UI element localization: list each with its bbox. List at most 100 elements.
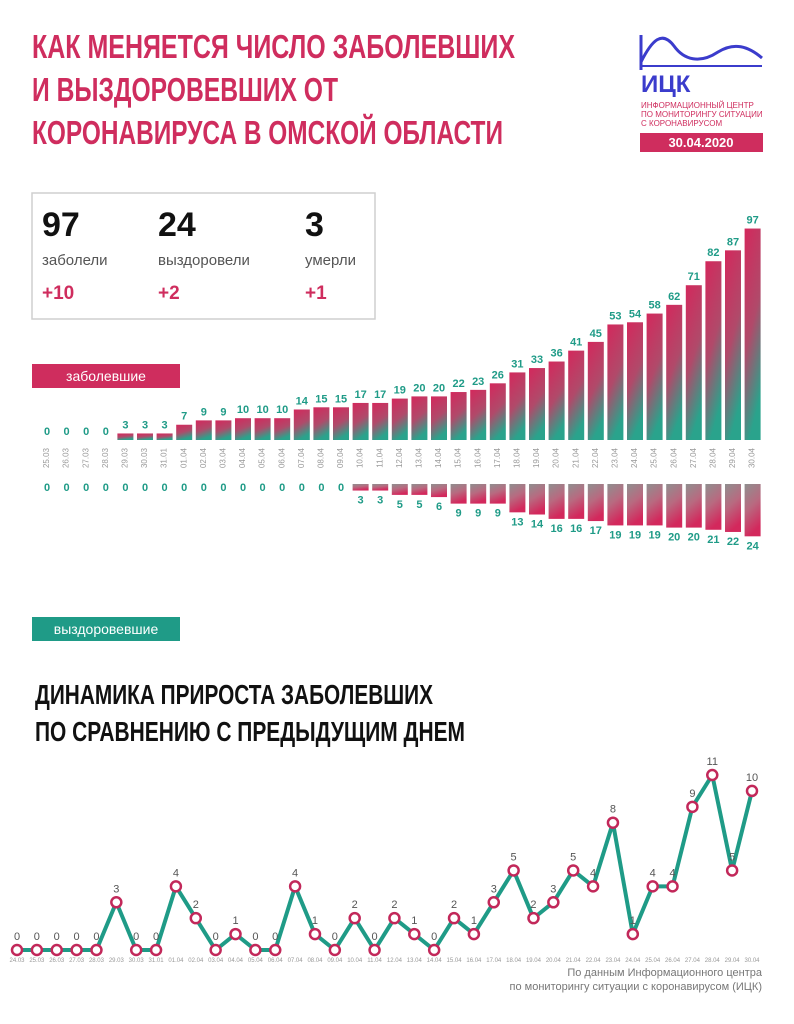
value-label: 1 <box>232 915 238 927</box>
x-tick-label: 26.03 <box>62 447 71 468</box>
bar <box>470 484 487 504</box>
x-tick-label: 31.01 <box>149 958 165 964</box>
bar <box>352 484 369 491</box>
bar <box>431 484 447 498</box>
value-label: 0 <box>213 931 219 943</box>
bar <box>548 484 565 519</box>
x-tick-label: 21.04 <box>571 447 580 468</box>
x-tick-label: 24.04 <box>630 447 639 468</box>
point <box>725 864 739 877</box>
logo-caption: ПО МОНИТОРИНГУ СИТУАЦИИ <box>641 110 763 119</box>
point <box>288 880 302 893</box>
title-line: И ВЫЗДОРОВЕВШИХ ОТ <box>32 71 338 108</box>
value-label: 11 <box>707 756 718 768</box>
value-label: 5 <box>416 499 422 511</box>
value-label: 8 <box>610 804 616 816</box>
bar <box>411 484 428 495</box>
legend-pill <box>32 364 180 388</box>
value-label: 0 <box>34 931 40 943</box>
x-tick-label: 09.04 <box>336 447 345 468</box>
value-label: 0 <box>372 931 378 943</box>
x-tick-label: 29.03 <box>121 447 130 468</box>
bar <box>391 484 408 495</box>
value-label: 22 <box>727 536 739 548</box>
point <box>646 880 659 893</box>
stat-change: +2 <box>158 283 180 304</box>
value-label: 5 <box>729 851 735 863</box>
value-label: 4 <box>292 867 298 879</box>
value-label: 5 <box>397 499 403 511</box>
x-tick-label: 26.04 <box>665 958 681 964</box>
value-label: 0 <box>64 482 70 494</box>
value-label: 10 <box>256 404 268 416</box>
value-label: 2 <box>530 899 536 911</box>
bar <box>352 402 369 440</box>
value-label: 62 <box>668 291 680 303</box>
value-label: 82 <box>707 247 719 259</box>
value-label: 0 <box>142 482 148 494</box>
point <box>686 800 699 814</box>
value-label: 36 <box>550 348 562 360</box>
value-label: 9 <box>475 508 481 520</box>
x-tick-label: 17.04 <box>493 447 502 468</box>
x-tick-label: 11.04 <box>375 448 384 468</box>
value-label: 0 <box>181 482 187 494</box>
bar <box>333 407 349 440</box>
bar <box>254 418 271 440</box>
point <box>547 896 560 909</box>
bar <box>235 418 251 440</box>
value-label: 0 <box>14 931 20 943</box>
x-tick-label: 29.04 <box>725 958 741 964</box>
x-tick-label: 15.04 <box>447 958 463 964</box>
value-label: 9 <box>220 406 226 418</box>
value-label: 4 <box>173 867 179 879</box>
value-label: 1 <box>411 915 417 927</box>
value-label: 9 <box>689 788 695 800</box>
bar <box>176 424 193 440</box>
value-label: 3 <box>377 495 383 507</box>
bar <box>489 484 506 504</box>
logo-mark <box>639 35 763 70</box>
bar <box>372 402 389 440</box>
date-box <box>640 133 763 152</box>
bar <box>685 285 702 440</box>
bar <box>450 392 467 440</box>
bar <box>391 398 408 440</box>
logo-text: ИЦК <box>641 71 691 98</box>
bar <box>646 484 663 526</box>
x-tick-label: 27.04 <box>689 447 698 468</box>
x-tick-label: 18.04 <box>506 958 522 964</box>
point <box>129 943 143 957</box>
point <box>467 927 481 941</box>
value-label: 54 <box>629 308 642 320</box>
x-tick-label: 31.01 <box>160 447 169 468</box>
bar <box>293 409 310 440</box>
point <box>268 943 282 957</box>
x-tick-label: 08.04 <box>317 447 326 468</box>
stat-value: 24 <box>158 206 196 244</box>
x-tick-label: 02.04 <box>188 958 204 964</box>
bar <box>587 341 604 440</box>
value-label: 24 <box>746 540 759 552</box>
value-label: 9 <box>456 508 462 520</box>
value-label: 6 <box>436 501 442 513</box>
x-tick-label: 24.03 <box>9 958 25 964</box>
point <box>586 880 600 893</box>
value-label: 0 <box>299 482 305 494</box>
point <box>348 911 361 925</box>
point <box>427 943 441 957</box>
stat-change: +1 <box>305 283 327 304</box>
point <box>308 927 322 941</box>
value-label: 2 <box>391 899 397 911</box>
bar <box>274 418 291 440</box>
x-tick-label: 11.04 <box>367 958 382 964</box>
value-label: 17 <box>374 389 386 401</box>
bar <box>411 396 428 440</box>
bar <box>509 484 526 513</box>
bar <box>607 324 624 440</box>
value-label: 3 <box>162 419 168 431</box>
value-label: 26 <box>492 369 504 381</box>
bar <box>705 484 722 530</box>
bar <box>744 484 761 537</box>
bar <box>666 484 683 528</box>
